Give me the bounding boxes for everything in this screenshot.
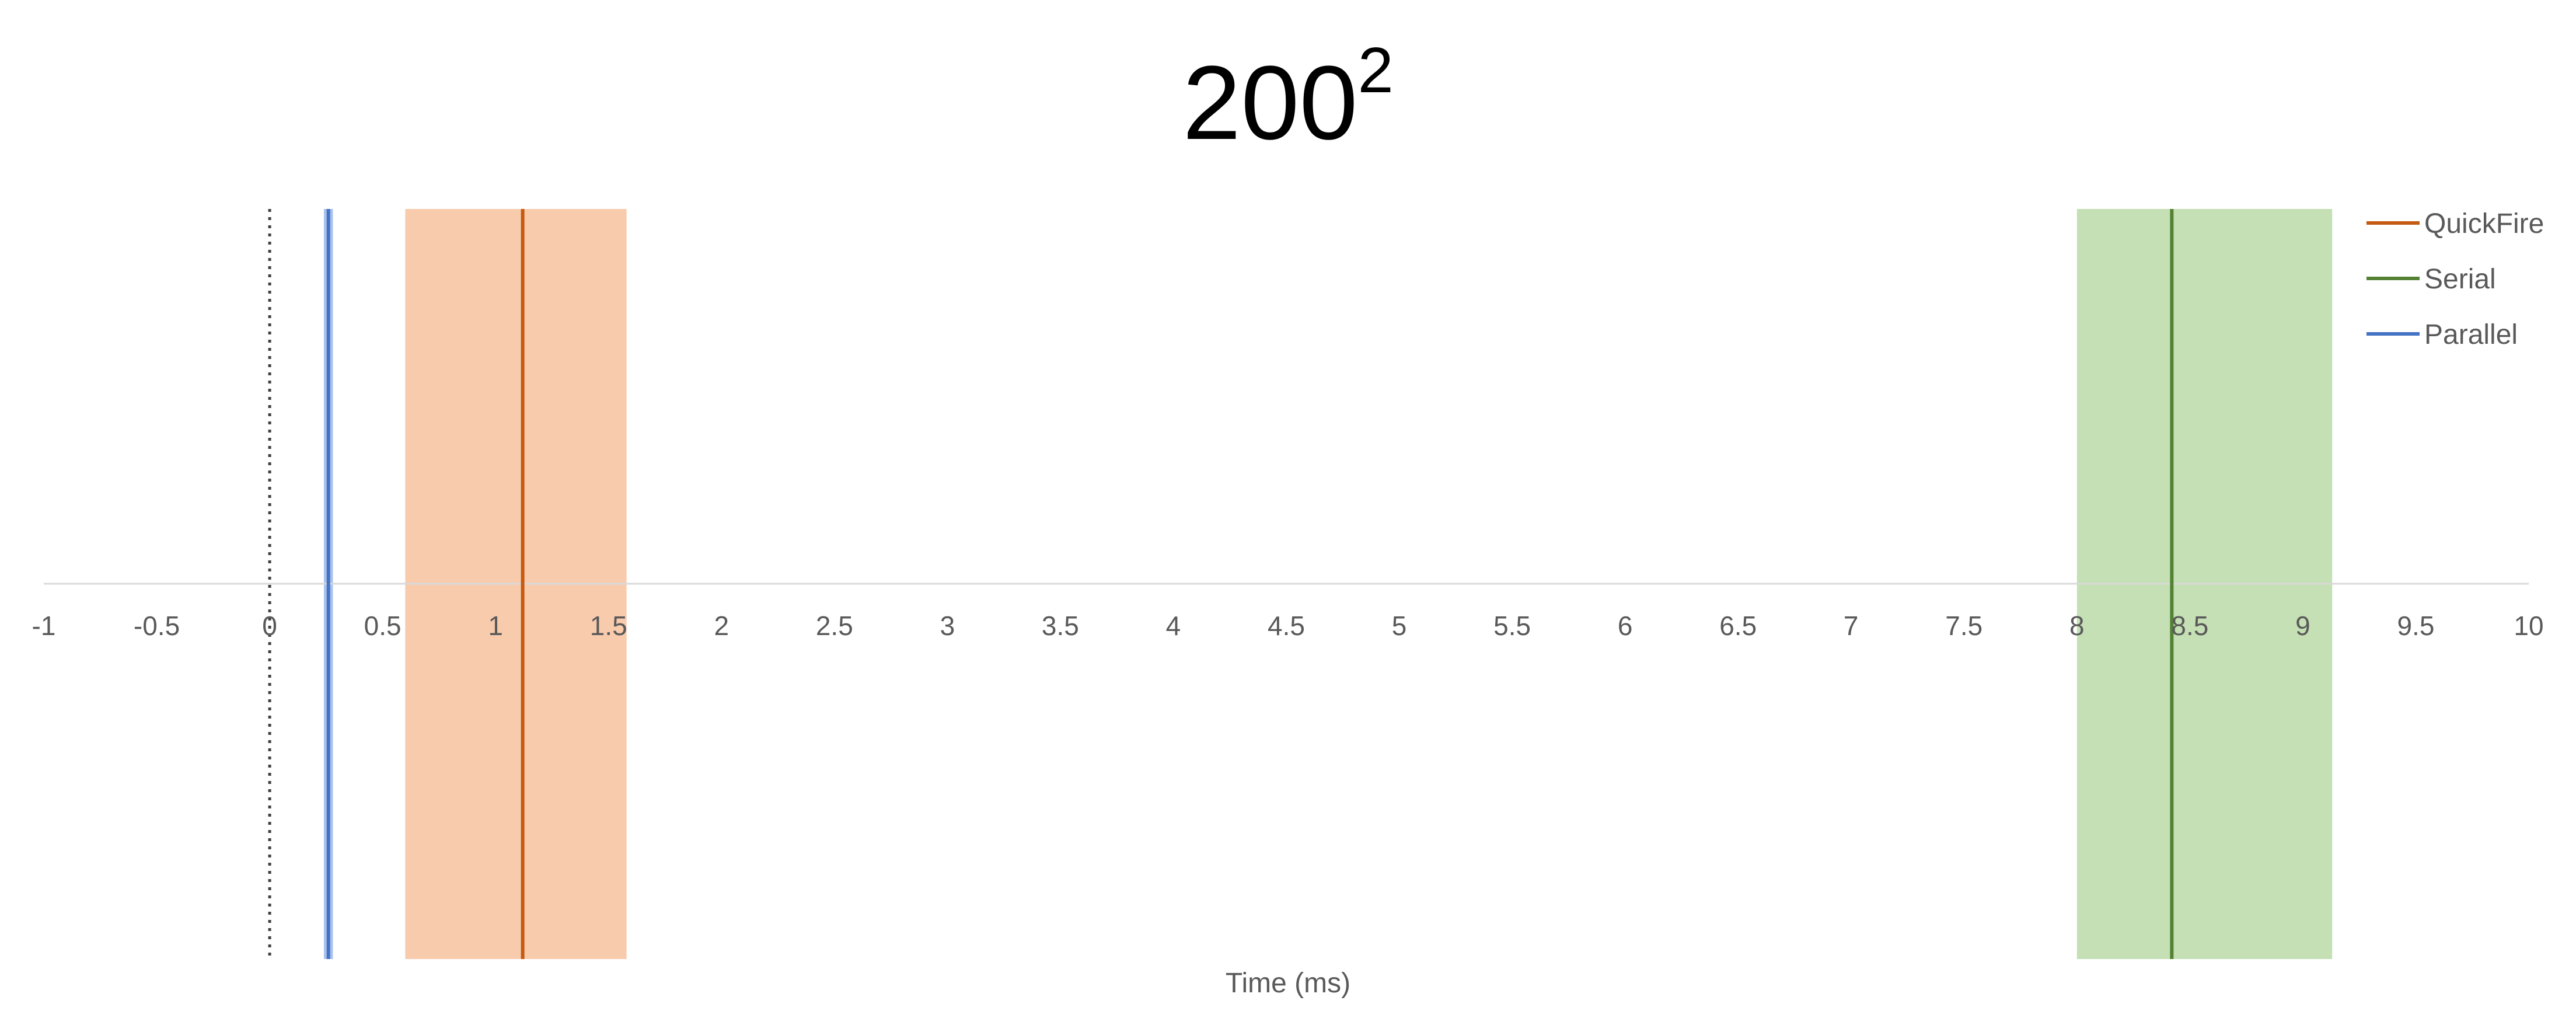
chart-title: 2002 bbox=[1182, 34, 1394, 162]
x-tick-label: 6.5 bbox=[1719, 611, 1757, 641]
legend-label-serial: Serial bbox=[2424, 264, 2496, 295]
x-tick-label: 1 bbox=[488, 611, 503, 641]
x-tick-label: 0 bbox=[262, 611, 277, 641]
x-tick-label: 3.5 bbox=[1042, 611, 1079, 641]
chart-title-superscript: 2 bbox=[1358, 34, 1394, 106]
x-tick-label: 5.5 bbox=[1493, 611, 1531, 641]
x-tick-label: 5 bbox=[1392, 611, 1407, 641]
legend-label-parallel: Parallel bbox=[2424, 319, 2518, 350]
chart-title-base: 200 bbox=[1182, 44, 1357, 162]
x-tick-label: 6 bbox=[1618, 611, 1633, 641]
series-lines-layer bbox=[268, 209, 2174, 959]
x-tick-label: 9 bbox=[2295, 611, 2310, 641]
x-tick-label: 2 bbox=[714, 611, 729, 641]
x-tick-label: 10 bbox=[2514, 611, 2543, 641]
x-tick-label: 9.5 bbox=[2397, 611, 2434, 641]
x-tick-label: 3 bbox=[940, 611, 955, 641]
legend: QuickFire Serial Parallel bbox=[2366, 208, 2544, 350]
x-tick-label: 1.5 bbox=[590, 611, 627, 641]
x-tick-label: 8 bbox=[2069, 611, 2085, 641]
x-tick-label: 4.5 bbox=[1268, 611, 1305, 641]
x-tick-labels: -1 -0.5 0 0.5 1 1.5 2 2.5 3 3.5 4 4.5 5 5.5 6 6.5 7 7.5 8 8… bbox=[32, 611, 2544, 641]
x-tick-label: 7 bbox=[1844, 611, 1859, 641]
x-tick-label: -1 bbox=[32, 611, 56, 641]
x-tick-label: -0.5 bbox=[134, 611, 180, 641]
x-tick-label: 4 bbox=[1166, 611, 1181, 641]
x-tick-label: 2.5 bbox=[816, 611, 853, 641]
x-tick-label: 8.5 bbox=[2171, 611, 2208, 641]
x-tick-label: 7.5 bbox=[1945, 611, 1982, 641]
legend-label-quickfire: QuickFire bbox=[2424, 208, 2544, 239]
x-tick-label: 0.5 bbox=[364, 611, 402, 641]
x-axis-title: Time (ms) bbox=[1226, 968, 1350, 999]
